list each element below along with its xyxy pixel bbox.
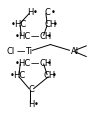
Text: —: — <box>30 59 39 68</box>
Text: CH: CH <box>45 20 57 29</box>
Text: HC: HC <box>18 59 30 68</box>
Text: HC: HC <box>13 71 26 80</box>
Text: •: • <box>15 32 19 41</box>
Text: •: • <box>11 20 16 29</box>
Text: •: • <box>34 100 39 109</box>
Text: •: • <box>50 8 55 17</box>
Text: Cl: Cl <box>7 47 15 56</box>
Text: CH: CH <box>44 71 56 80</box>
Text: C: C <box>45 8 51 17</box>
Text: •: • <box>32 8 37 17</box>
Text: •: • <box>47 59 52 68</box>
Text: —: — <box>17 47 25 56</box>
Text: H: H <box>28 100 34 109</box>
Text: HC: HC <box>18 32 30 41</box>
Text: •: • <box>15 59 19 68</box>
Text: •: • <box>53 20 58 29</box>
Text: •: • <box>10 71 15 80</box>
Text: H: H <box>27 8 33 17</box>
Text: —: — <box>30 32 39 41</box>
Text: •: • <box>52 71 56 80</box>
Text: C: C <box>28 85 34 94</box>
Text: HC: HC <box>15 20 27 29</box>
Text: CH: CH <box>39 32 51 41</box>
Text: •: • <box>47 32 52 41</box>
Text: Al: Al <box>71 47 79 56</box>
Text: CH: CH <box>39 59 51 68</box>
Text: Ti: Ti <box>25 47 32 56</box>
